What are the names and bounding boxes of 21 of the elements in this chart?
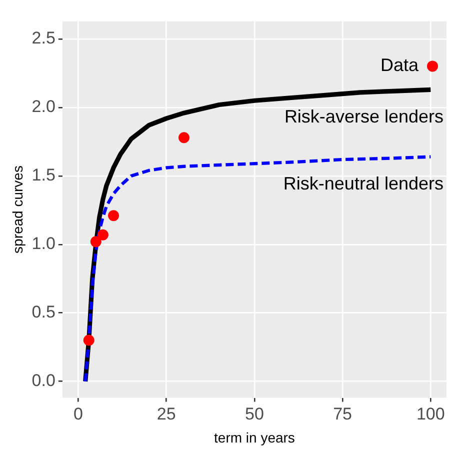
y-tick-label: 1.5 bbox=[32, 166, 56, 185]
series-label: Risk-neutral lenders bbox=[283, 174, 444, 194]
point bbox=[97, 229, 108, 240]
series-label: Risk-averse lenders bbox=[284, 106, 444, 127]
x-tick-label: 25 bbox=[156, 404, 176, 424]
y-tick-label: 0.5 bbox=[32, 302, 56, 322]
y-tick-label: 2.5 bbox=[32, 28, 56, 48]
point bbox=[83, 334, 94, 346]
x-tick-label: 75 bbox=[333, 404, 352, 424]
y-tick-label: 1.0 bbox=[32, 234, 56, 254]
x-axis-title: term in years bbox=[214, 429, 295, 446]
y-tick-label: 0.0 bbox=[32, 371, 56, 390]
x-tick-label: 100 bbox=[416, 404, 445, 424]
x-tick-label: 50 bbox=[245, 404, 264, 424]
point bbox=[90, 236, 102, 248]
point bbox=[108, 210, 120, 222]
x-tick-label: 0 bbox=[74, 404, 84, 424]
legend-label: Data bbox=[380, 55, 420, 76]
y-tick-label: 2.0 bbox=[32, 97, 56, 116]
y-axis-title: spread curves bbox=[9, 166, 26, 254]
point bbox=[178, 132, 190, 144]
